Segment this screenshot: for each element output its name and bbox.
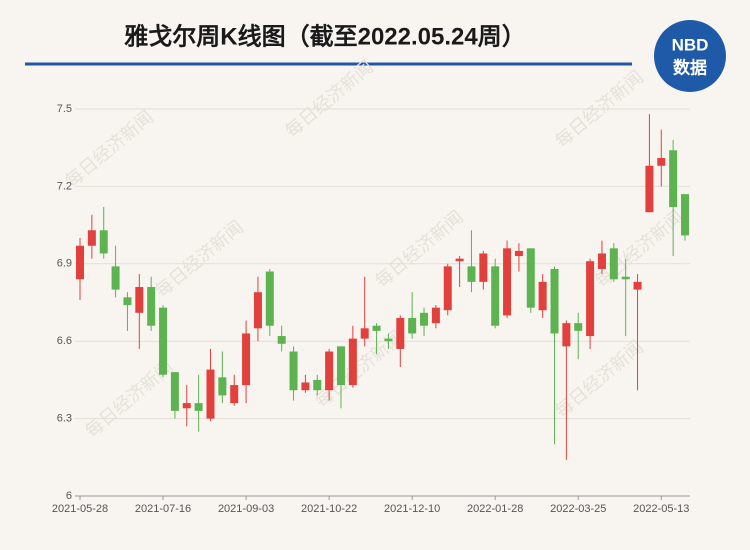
candle-body [633, 281, 642, 290]
candle-body [206, 369, 215, 419]
x-tick-label: 2021-05-28 [52, 503, 108, 515]
candle-body [76, 245, 84, 280]
candle-body [289, 351, 298, 391]
candle-body [87, 230, 96, 246]
candle-body [313, 379, 322, 391]
candle-body [348, 338, 357, 386]
candle-body [170, 372, 179, 411]
candle-body [253, 292, 262, 329]
candle-body [503, 248, 512, 316]
x-tick-label: 2022-01-28 [467, 503, 523, 515]
candle-body [277, 336, 286, 344]
candle-body [218, 377, 227, 396]
candle-body [514, 250, 523, 257]
x-tick-label: 2021-07-16 [135, 503, 191, 515]
candle-body [645, 165, 654, 213]
candle-body [301, 382, 310, 391]
candle-body [526, 248, 535, 308]
candle-body [574, 323, 583, 331]
candle-body [265, 271, 274, 326]
x-tick-label: 2021-10-22 [301, 503, 357, 515]
candle-body [609, 248, 618, 280]
candle-body [550, 268, 559, 334]
candle-body [147, 287, 156, 326]
logo-text: NBD [672, 35, 709, 54]
y-tick-label: 6 [66, 490, 72, 502]
plot: 6 6.3 6.6 6.9 7.2 7.5 2021-05-28 2021-07-16 2021… [52, 103, 690, 515]
candle-body [467, 266, 476, 282]
y-tick-label: 6.9 [57, 258, 72, 270]
candle-body [420, 312, 429, 326]
logo-text: 数据 [673, 57, 707, 77]
candle-body [621, 276, 630, 280]
candle-body [111, 266, 120, 290]
candle-body [443, 266, 452, 311]
candle-body [479, 253, 488, 282]
candle-body [431, 307, 440, 324]
y-tick-label: 6.3 [57, 413, 72, 425]
candle-body [586, 261, 595, 337]
candle-body [681, 194, 689, 236]
candle-body [384, 338, 393, 342]
candle-body [242, 333, 251, 386]
candle-body [597, 253, 606, 269]
candle-body [455, 258, 464, 262]
x-tick-label: 2022-05-13 [633, 503, 689, 515]
y-tick-label: 7.2 [57, 180, 72, 192]
candle-body [325, 351, 334, 391]
chart-title: 雅戈尔周K线图（截至2022.05.24周） [124, 22, 525, 50]
candle-body [123, 297, 132, 306]
candle-body [372, 325, 381, 331]
y-tick-label: 7.5 [57, 103, 72, 115]
y-tick-label: 6.6 [57, 335, 72, 347]
candle-body [194, 403, 203, 411]
candle-body [99, 230, 108, 254]
candle-body [182, 403, 191, 409]
candle-body [408, 317, 417, 334]
candle-body [396, 317, 405, 349]
candle-body [360, 328, 369, 339]
candle-body [135, 287, 144, 313]
candle-body [491, 266, 500, 326]
candle-body [669, 150, 678, 208]
candle-body [336, 346, 345, 386]
logo [654, 20, 726, 92]
candle-body [159, 307, 168, 375]
x-tick-label: 2022-03-25 [550, 503, 606, 515]
x-tick-label: 2021-09-03 [218, 503, 274, 515]
candle-body [562, 323, 571, 347]
candle-body [230, 385, 239, 404]
candle-body [657, 158, 666, 166]
x-tick-label: 2021-12-10 [384, 503, 440, 515]
candle-body [538, 281, 547, 311]
